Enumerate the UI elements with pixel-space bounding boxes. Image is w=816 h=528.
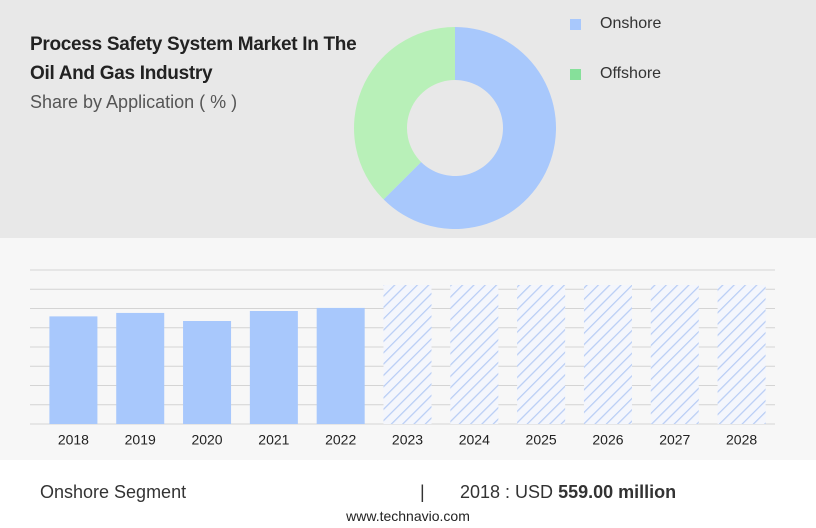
forecast-placeholder: [650, 285, 699, 424]
value-label: 559.00 million: [558, 482, 677, 502]
forecast-placeholder: [450, 285, 499, 424]
x-tick-label: 2028: [726, 432, 757, 448]
year-label: 2018 : USD: [460, 482, 554, 502]
x-tick-label: 2025: [526, 432, 557, 448]
legend-label: Offshore: [600, 65, 661, 82]
footer-value: 2018 : USD 559.00 million: [460, 482, 676, 503]
x-tick-label: 2022: [325, 432, 356, 448]
bar: [316, 307, 365, 424]
x-tick-label: 2026: [592, 432, 623, 448]
bar: [49, 316, 98, 424]
donut-slice: [383, 27, 556, 229]
bar: [116, 312, 165, 424]
legend-swatch: [570, 69, 581, 80]
forecast-placeholder: [517, 285, 566, 424]
legend-label: Onshore: [600, 15, 661, 32]
chart-subtitle: Share by Application ( % ): [30, 92, 238, 112]
x-tick-label: 2019: [125, 432, 156, 448]
forecast-placeholder: [583, 285, 632, 424]
x-tick-label: 2027: [659, 432, 690, 448]
x-tick-label: 2018: [58, 432, 89, 448]
chart-title: Process Safety System Market In The Oil …: [30, 34, 357, 84]
bar: [249, 311, 298, 424]
bar: [183, 321, 232, 424]
x-tick-label: 2024: [459, 432, 490, 448]
donut-slice: [353, 27, 455, 200]
separator: |: [420, 482, 425, 502]
forecast-placeholder: [383, 285, 432, 424]
segment-label: Onshore Segment: [40, 482, 187, 502]
x-tick-label: 2023: [392, 432, 423, 448]
x-tick-label: 2020: [191, 432, 222, 448]
forecast-placeholder: [717, 285, 766, 424]
legend-swatch: [570, 19, 581, 30]
site-url: www.technavio.com: [346, 508, 470, 524]
x-tick-label: 2021: [258, 432, 289, 448]
